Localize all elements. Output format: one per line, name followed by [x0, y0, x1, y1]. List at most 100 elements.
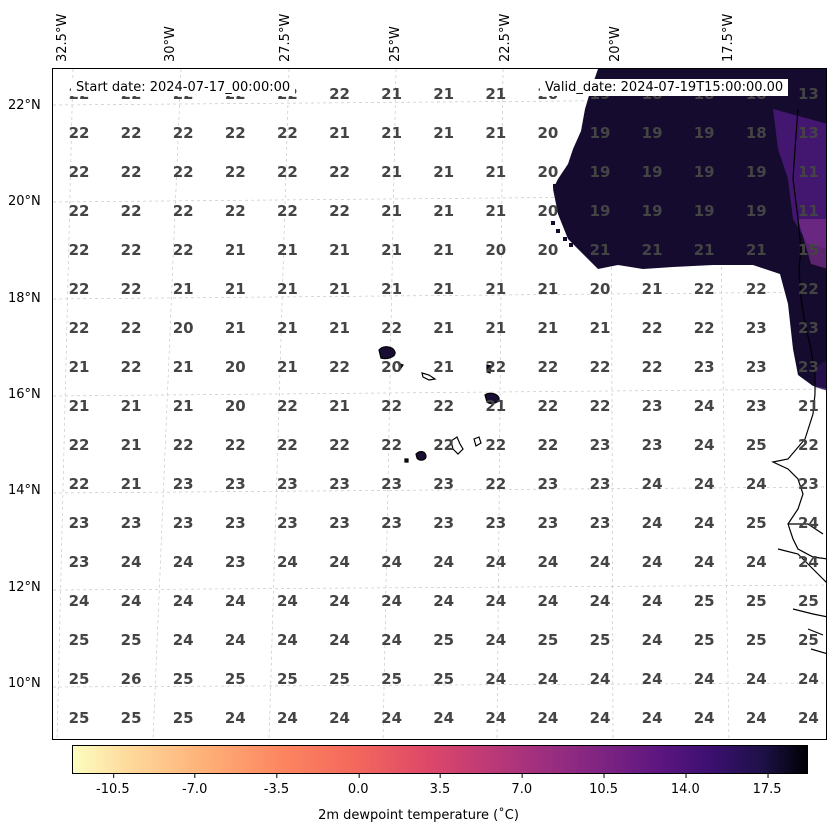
dewpoint-value: 24 — [329, 592, 350, 610]
dewpoint-value: 26 — [121, 670, 142, 688]
dewpoint-value: 22 — [173, 163, 194, 181]
longitude-tick-label: 27.5°W — [278, 13, 293, 62]
longitude-tick-label: 22.5°W — [498, 13, 513, 62]
dewpoint-value: 13 — [798, 124, 819, 142]
dewpoint-value: 22 — [69, 436, 90, 454]
dewpoint-value: 21 — [277, 241, 298, 259]
dewpoint-value: 22 — [69, 163, 90, 181]
colorbar-tick: 14.0 — [671, 773, 700, 797]
dewpoint-value: 25 — [798, 592, 819, 610]
dewpoint-value: 24 — [746, 553, 767, 571]
colorbar-tick: -7.0 — [182, 773, 207, 797]
dewpoint-value: 24 — [642, 514, 663, 532]
dewpoint-value: 24 — [381, 592, 402, 610]
dewpoint-value: 18 — [746, 124, 767, 142]
dewpoint-value: 23 — [329, 475, 350, 493]
dewpoint-value: 24 — [225, 631, 246, 649]
dewpoint-value: 24 — [694, 709, 715, 727]
dewpoint-value: 21 — [69, 358, 90, 376]
dewpoint-value: 24 — [69, 592, 90, 610]
dewpoint-value: 24 — [537, 553, 558, 571]
dewpoint-value: 23 — [381, 475, 402, 493]
dewpoint-value: 24 — [642, 709, 663, 727]
dewpoint-value: 22 — [329, 202, 350, 220]
dewpoint-value: 24 — [694, 397, 715, 415]
dewpoint-value: 23 — [590, 436, 611, 454]
longitude-tick-label: 25°W — [388, 26, 403, 62]
dewpoint-value: 23 — [433, 514, 454, 532]
dewpoint-value: 25 — [537, 631, 558, 649]
dewpoint-value: 24 — [225, 709, 246, 727]
dewpoint-value: 23 — [485, 514, 506, 532]
dewpoint-value: 25 — [433, 631, 454, 649]
dewpoint-value: 21 — [485, 85, 506, 103]
dewpoint-value: 21 — [798, 397, 819, 415]
dewpoint-value: 21 — [381, 280, 402, 298]
dewpoint-value: 22 — [694, 319, 715, 337]
dewpoint-value: 24 — [381, 709, 402, 727]
dewpoint-value: 24 — [381, 631, 402, 649]
dewpoint-value: 24 — [485, 631, 506, 649]
dewpoint-value: 21 — [433, 319, 454, 337]
dewpoint-value: 24 — [121, 592, 142, 610]
longitude-tick-label: 32.5°W — [55, 13, 70, 62]
dewpoint-value: 22 — [433, 436, 454, 454]
dewpoint-value: 21 — [277, 319, 298, 337]
dewpoint-value: 22 — [121, 124, 142, 142]
dewpoint-value: 22 — [642, 319, 663, 337]
dewpoint-value: 24 — [746, 709, 767, 727]
dewpoint-value: 22 — [69, 241, 90, 259]
dewpoint-value: 23 — [746, 358, 767, 376]
dewpoint-value: 19 — [590, 124, 611, 142]
dewpoint-value: 24 — [381, 553, 402, 571]
dewpoint-value: 22 — [537, 397, 558, 415]
dewpoint-value: 22 — [277, 397, 298, 415]
dewpoint-value: 19 — [746, 202, 767, 220]
dewpoint-value: 20 — [537, 202, 558, 220]
dewpoint-value: 23 — [746, 319, 767, 337]
dewpoint-value: 21 — [173, 397, 194, 415]
colorbar-tick: 17.5 — [753, 773, 782, 797]
dewpoint-value: 25 — [746, 436, 767, 454]
dewpoint-value: 22 — [121, 241, 142, 259]
dewpoint-value: 25 — [694, 631, 715, 649]
dewpoint-value: 25 — [746, 631, 767, 649]
dewpoint-value: 21 — [173, 358, 194, 376]
dewpoint-value: 25 — [121, 631, 142, 649]
dewpoint-value: 21 — [121, 397, 142, 415]
dewpoint-value: 24 — [329, 709, 350, 727]
dewpoint-value: 23 — [277, 475, 298, 493]
dewpoint-value: 19 — [694, 124, 715, 142]
dewpoint-value: 24 — [433, 553, 454, 571]
dewpoint-value: 24 — [537, 670, 558, 688]
dewpoint-value: 24 — [173, 631, 194, 649]
dewpoint-value: 22 — [225, 163, 246, 181]
dewpoint-value: 20 — [225, 397, 246, 415]
dewpoint-value: 24 — [121, 553, 142, 571]
dewpoint-value: 21 — [329, 124, 350, 142]
dewpoint-value: 25 — [798, 631, 819, 649]
dewpoint-value: 22 — [381, 436, 402, 454]
dewpoint-value: 24 — [537, 592, 558, 610]
latitude-tick-label: 16°N — [8, 387, 41, 402]
dewpoint-value: 21 — [485, 319, 506, 337]
dewpoint-value: 22 — [537, 358, 558, 376]
dewpoint-value: 23 — [798, 319, 819, 337]
dewpoint-value: 24 — [329, 553, 350, 571]
dewpoint-value: 25 — [433, 670, 454, 688]
dewpoint-value: 24 — [642, 631, 663, 649]
dewpoint-value: 21 — [485, 280, 506, 298]
dewpoint-value: 25 — [225, 670, 246, 688]
longitude-tick-label: 20°W — [608, 26, 623, 62]
dewpoint-value: 11 — [798, 202, 819, 220]
dewpoint-value: 21 — [329, 241, 350, 259]
dewpoint-value: 22 — [173, 241, 194, 259]
dewpoint-value: 23 — [225, 475, 246, 493]
dewpoint-value: 19 — [590, 202, 611, 220]
dewpoint-value: 24 — [694, 670, 715, 688]
dewpoint-value: 21 — [694, 241, 715, 259]
dewpoint-value: 21 — [225, 241, 246, 259]
dewpoint-value: 23 — [173, 475, 194, 493]
dewpoint-value: 22 — [121, 202, 142, 220]
dewpoint-value: 24 — [642, 592, 663, 610]
